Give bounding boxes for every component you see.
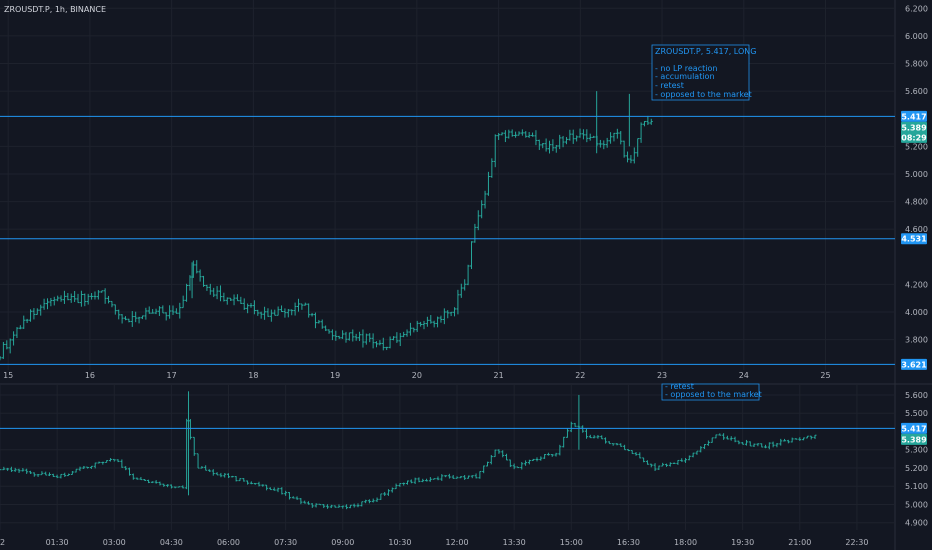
time-tick-label: 19:30 xyxy=(731,538,754,547)
price-tick-label: 5.100 xyxy=(905,482,928,491)
top-candles xyxy=(0,91,653,361)
price-tick-label: 5.600 xyxy=(905,391,928,400)
time-tick-label: 13:30 xyxy=(503,538,526,547)
annotation-note-clipped[interactable]: - retest - opposed to the market xyxy=(661,382,762,401)
time-tick-label: 15:00 xyxy=(560,538,583,547)
level-price-label: 3.621 xyxy=(901,360,927,369)
top-time-axis[interactable]: 15 16 17 18 19 20 21 22 23 24 25 xyxy=(3,371,831,380)
annotation-title: ZROUSDT.P, 5.417, LONG xyxy=(655,47,756,56)
annotation-line: - opposed to the market xyxy=(655,90,752,99)
annotation-line: - accumulation xyxy=(655,72,715,81)
time-tick-label: 01:30 xyxy=(46,538,69,547)
annotation-box xyxy=(651,44,750,101)
level-price-badge xyxy=(901,422,927,434)
time-tick-label: 18:00 xyxy=(674,538,697,547)
price-tick-label: 5.000 xyxy=(905,500,928,509)
annotation-box-clipped xyxy=(661,383,760,401)
time-tick-label: 21:00 xyxy=(788,538,811,547)
last-price-badge xyxy=(901,433,927,445)
price-tick-label: 5.000 xyxy=(905,170,928,179)
top-levels[interactable] xyxy=(0,115,895,365)
price-tick-label: 5.300 xyxy=(905,446,928,455)
bottom-candles xyxy=(0,391,817,510)
price-tick-label: 5.200 xyxy=(905,142,928,151)
last-price-badge xyxy=(901,121,927,143)
time-tick-label: 07:30 xyxy=(274,538,297,547)
time-tick-label: 09:00 xyxy=(331,538,354,547)
bottom-price-axis[interactable]: 5.600 5.500 5.300 5.200 5.100 5.000 4.900 xyxy=(905,391,928,528)
time-tick-label: 21 xyxy=(493,371,503,380)
last-price-label: 5.389 xyxy=(901,123,927,132)
level-price-label: 5.417 xyxy=(901,424,926,433)
time-tick-label: 20 xyxy=(412,371,422,380)
annotation-line: - retest xyxy=(665,382,694,391)
time-tick-label: 16:30 xyxy=(617,538,640,547)
time-tick-label: 23 xyxy=(657,371,667,380)
time-tick-label: 25 xyxy=(820,371,830,380)
top-grid xyxy=(0,0,895,370)
price-tick-label: 6.200 xyxy=(905,4,928,13)
price-tick-label: 4.000 xyxy=(905,308,928,317)
level-price-label: 4.531 xyxy=(901,235,927,244)
price-tick-label: 4.800 xyxy=(905,198,928,207)
annotation-note[interactable]: ZROUSDT.P, 5.417, LONG - no LP reaction … xyxy=(651,44,756,101)
bottom-pane-bg xyxy=(0,384,895,530)
time-tick-label: 16 xyxy=(85,371,95,380)
time-tick-label: 19 xyxy=(330,371,340,380)
bottom-grid xyxy=(0,384,895,530)
time-tick-label: 24 xyxy=(739,371,749,380)
time-tick-label: 15 xyxy=(3,371,13,380)
price-tick-label: 4.900 xyxy=(905,519,928,528)
price-tick-label: 5.200 xyxy=(905,464,928,473)
price-tick-label: 4.200 xyxy=(905,280,928,289)
price-tick-label: 5.600 xyxy=(905,87,928,96)
time-tick-label: 22:30 xyxy=(845,538,868,547)
annotation-line: - opposed to the market xyxy=(665,390,762,399)
annotation-line: - no LP reaction xyxy=(655,64,717,73)
level-price-label: 5.417 xyxy=(901,112,926,121)
price-tick-label: 5.500 xyxy=(905,409,928,418)
last-price-label: 5.389 xyxy=(901,435,927,444)
price-tick-label: 5.800 xyxy=(905,60,928,69)
time-tick-label: 22 xyxy=(0,538,5,547)
bottom-time-axis[interactable]: 22 01:30 03:00 04:30 06:00 07:30 09:00 10:30 12:… xyxy=(0,538,868,547)
time-tick-label: 22 xyxy=(575,371,585,380)
price-tick-label: 6.000 xyxy=(905,32,928,41)
time-tick-label: 06:00 xyxy=(217,538,240,547)
price-tick-label: 4.600 xyxy=(905,225,928,234)
price-tick-label: 3.800 xyxy=(905,336,928,345)
symbol-legend[interactable]: ZROUSDT.P, 1h, BINANCE xyxy=(4,5,106,14)
time-tick-label: 10:30 xyxy=(388,538,411,547)
annotation-line: - retest xyxy=(655,81,684,90)
level-price-badge xyxy=(901,358,927,370)
time-tick-label: 04:30 xyxy=(160,538,183,547)
time-tick-label: 18 xyxy=(248,371,258,380)
time-tick-label: 17 xyxy=(167,371,177,380)
candle-countdown-label: 08:29 xyxy=(901,133,927,142)
time-tick-label: 12:00 xyxy=(445,538,468,547)
level-price-badge xyxy=(901,233,927,245)
level-price-badge xyxy=(901,110,927,122)
time-tick-label: 03:00 xyxy=(103,538,126,547)
top-price-axis[interactable]: 6.200 6.000 5.800 5.600 5.200 5.000 4.800 4.600… xyxy=(905,4,928,344)
